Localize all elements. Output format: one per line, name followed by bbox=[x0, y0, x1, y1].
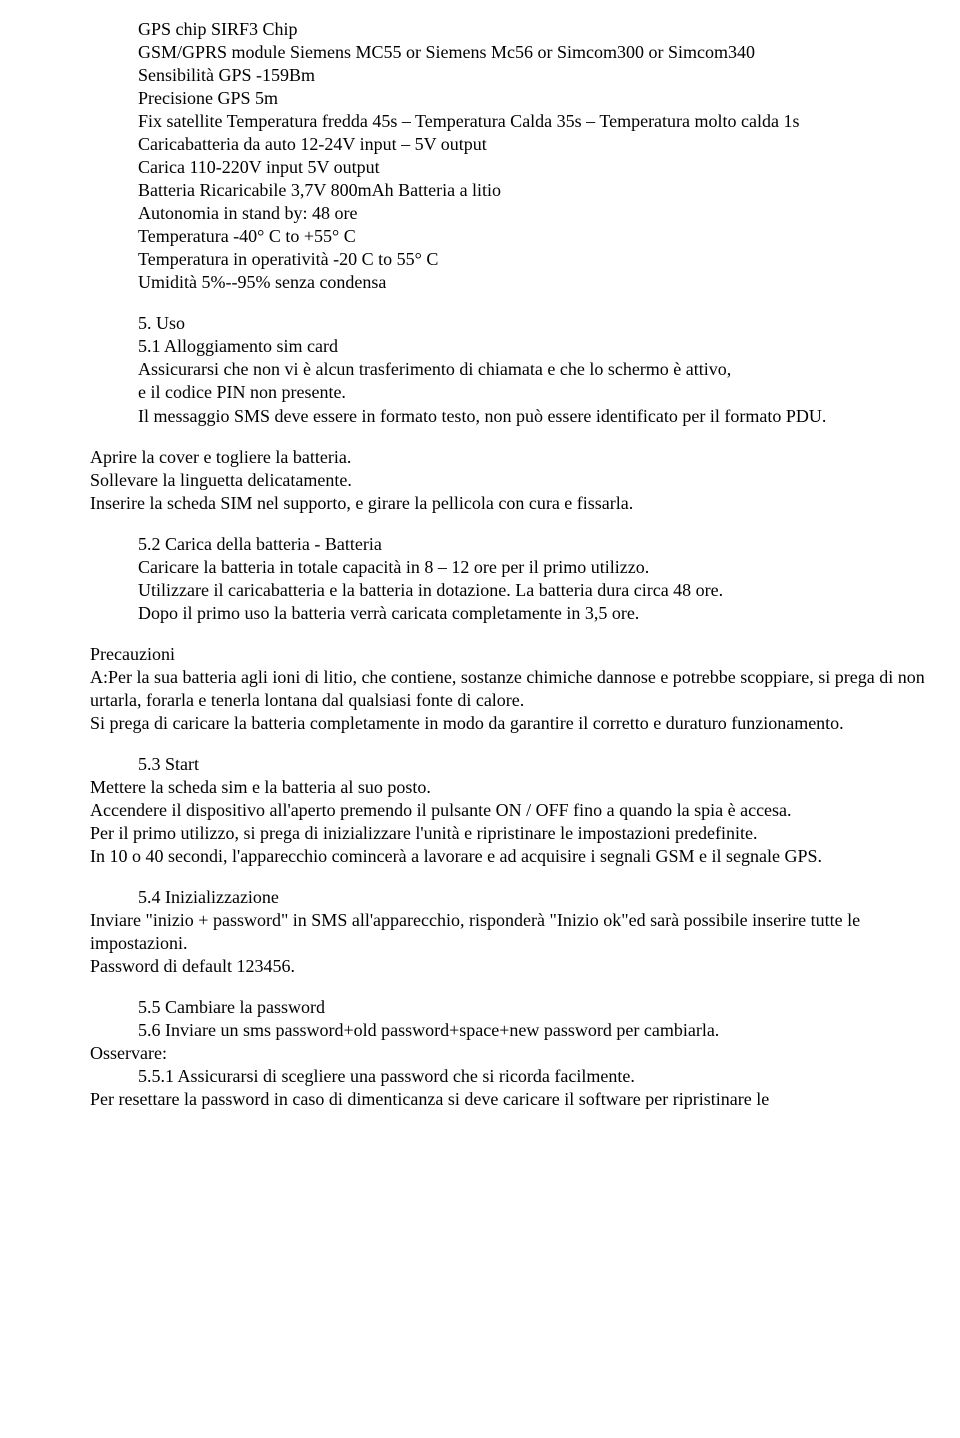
body-text: In 10 o 40 secondi, l'apparecchio cominc… bbox=[90, 845, 930, 868]
body-text: Aprire la cover e togliere la batteria. bbox=[90, 446, 930, 469]
section-5-2: 5.2 Carica della batteria - Batteria Car… bbox=[90, 533, 930, 625]
section-5-3-body: Mettere la scheda sim e la batteria al s… bbox=[90, 776, 930, 868]
precauzioni: Precauzioni A:Per la sua batteria agli i… bbox=[90, 643, 930, 735]
section-5-5-1-row: 5.5.1 Assicurarsi di scegliere una passw… bbox=[90, 1065, 930, 1088]
spec-line: Autonomia in stand by: 48 ore bbox=[138, 202, 930, 225]
spec-line: Precisione GPS 5m bbox=[138, 87, 930, 110]
reset-row: Per resettare la password in caso di dim… bbox=[90, 1088, 930, 1111]
body-text: Sollevare la linguetta delicatamente. bbox=[90, 469, 930, 492]
spec-line: Umidità 5%--95% senza condensa bbox=[138, 271, 930, 294]
body-text: Assicurarsi che non vi è alcun trasferim… bbox=[138, 358, 930, 381]
section-5-5-heading: 5.5 Cambiare la password bbox=[138, 996, 930, 1019]
spec-line: Sensibilità GPS -159Bm bbox=[138, 64, 930, 87]
body-text: Per resettare la password in caso di dim… bbox=[90, 1088, 930, 1111]
body-text: A:Per la sua batteria agli ioni di litio… bbox=[90, 666, 930, 712]
spec-list: GPS chip SIRF3 Chip GSM/GPRS module Siem… bbox=[90, 18, 930, 294]
body-text: Utilizzare il caricabatteria e la batter… bbox=[138, 579, 930, 602]
section-5-4-heading: 5.4 Inizializzazione bbox=[138, 886, 930, 909]
spec-line: GPS chip SIRF3 Chip bbox=[138, 18, 930, 41]
osservare-row: Osservare: bbox=[90, 1042, 930, 1065]
section-5-4-body: Inviare "inizio + password" in SMS all'a… bbox=[90, 909, 930, 978]
body-text: Per il primo utilizzo, si prega di inizi… bbox=[90, 822, 930, 845]
section-5-6-heading: 5.6 Inviare un sms password+old password… bbox=[138, 1019, 930, 1042]
body-text: Accendere il dispositivo all'aperto prem… bbox=[90, 799, 930, 822]
spec-line: Batteria Ricaricabile 3,7V 800mAh Batter… bbox=[138, 179, 930, 202]
spec-line: Carica 110-220V input 5V output bbox=[138, 156, 930, 179]
osservare-label: Osservare: bbox=[90, 1042, 930, 1065]
body-text: Mettere la scheda sim e la batteria al s… bbox=[90, 776, 930, 799]
spec-line: Caricabatteria da auto 12-24V input – 5V… bbox=[138, 133, 930, 156]
section-5-heading: 5. Uso bbox=[138, 312, 930, 335]
spec-line: GSM/GPRS module Siemens MC55 or Siemens … bbox=[138, 41, 930, 64]
section-5-3-heading: 5.3 Start bbox=[138, 753, 930, 776]
section-5-1-heading: 5.1 Alloggiamento sim card bbox=[138, 335, 930, 358]
sim-instructions: Aprire la cover e togliere la batteria. … bbox=[90, 446, 930, 515]
body-text: e il codice PIN non presente. bbox=[138, 381, 930, 404]
spec-line: Fix satellite Temperatura fredda 45s – T… bbox=[138, 110, 930, 133]
spec-line: Temperatura in operatività -20 C to 55° … bbox=[138, 248, 930, 271]
section-5-3-title-row: 5.3 Start bbox=[90, 753, 930, 776]
section-5-2-heading: 5.2 Carica della batteria - Batteria bbox=[138, 533, 930, 556]
body-text: Inviare "inizio + password" in SMS all'a… bbox=[90, 909, 930, 955]
section-5-5-title-row: 5.5 Cambiare la password 5.6 Inviare un … bbox=[90, 996, 930, 1042]
body-text: Password di default 123456. bbox=[90, 955, 930, 978]
section-5-5-1-text: 5.5.1 Assicurarsi di scegliere una passw… bbox=[138, 1065, 930, 1088]
body-text: Inserire la scheda SIM nel supporto, e g… bbox=[90, 492, 930, 515]
section-5-4-title-row: 5.4 Inizializzazione bbox=[90, 886, 930, 909]
body-text: Dopo il primo uso la batteria verrà cari… bbox=[138, 602, 930, 625]
spec-line: Temperatura -40° C to +55° C bbox=[138, 225, 930, 248]
body-text: Il messaggio SMS deve essere in formato … bbox=[138, 405, 930, 428]
section-5-uso: 5. Uso 5.1 Alloggiamento sim card Assicu… bbox=[90, 312, 930, 427]
body-text: Si prega di caricare la batteria complet… bbox=[90, 712, 930, 735]
precauzioni-heading: Precauzioni bbox=[90, 643, 930, 666]
body-text: Caricare la batteria in totale capacità … bbox=[138, 556, 930, 579]
